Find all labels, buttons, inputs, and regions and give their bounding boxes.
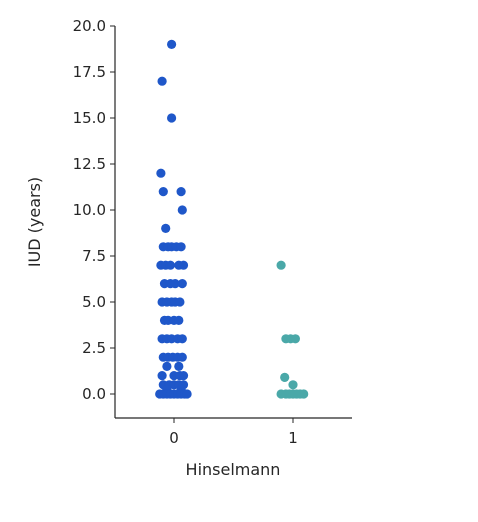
data-point-cat-0 — [167, 40, 176, 49]
y-axis-label: IUD (years) — [25, 177, 44, 267]
data-point-cat-0 — [183, 389, 192, 398]
data-point-cat-0 — [162, 362, 171, 371]
y-tick-label: 20.0 — [73, 17, 106, 35]
y-tick-label: 2.5 — [82, 339, 106, 357]
data-point-cat-1 — [299, 389, 308, 398]
data-point-cat-0 — [166, 261, 175, 270]
data-point-cat-0 — [179, 371, 188, 380]
data-point-cat-1 — [277, 261, 286, 270]
y-tick-label: 17.5 — [73, 63, 106, 81]
data-point-cat-0 — [174, 362, 183, 371]
y-tick-label: 0.0 — [82, 385, 106, 403]
data-point-cat-0 — [174, 316, 183, 325]
y-tick-label: 7.5 — [82, 247, 106, 265]
data-point-cat-0 — [178, 279, 187, 288]
data-point-cat-0 — [159, 187, 168, 196]
data-point-cat-0 — [156, 169, 165, 178]
y-tick-label: 15.0 — [73, 109, 106, 127]
y-tick-label: 10.0 — [73, 201, 106, 219]
y-tick-label: 5.0 — [82, 293, 106, 311]
y-axis-ticks: 0.0 2.5 5.0 7.5 10.0 12.5 15.0 17.5 20.0 — [73, 17, 115, 403]
x-tick-label: 0 — [169, 429, 179, 447]
data-point-cat-0 — [178, 205, 187, 214]
data-point-cat-0 — [179, 261, 188, 270]
data-point-cat-0 — [177, 187, 186, 196]
data-point-cat-0 — [178, 353, 187, 362]
data-point-cat-0 — [177, 242, 186, 251]
y-tick-label: 12.5 — [73, 155, 106, 173]
data-point-cat-0 — [167, 113, 176, 122]
data-point-cat-0 — [158, 371, 167, 380]
data-point-cat-1 — [291, 334, 300, 343]
x-tick-label: 1 — [288, 429, 298, 447]
data-point-cat-1 — [288, 380, 297, 389]
data-point-cat-1 — [280, 373, 289, 382]
x-axis-label: Hinselmann — [186, 460, 281, 479]
data-point-cat-0 — [161, 224, 170, 233]
data-point-cat-0 — [158, 77, 167, 86]
data-point-cat-0 — [178, 334, 187, 343]
points-layer — [155, 40, 308, 399]
data-point-cat-0 — [175, 297, 184, 306]
